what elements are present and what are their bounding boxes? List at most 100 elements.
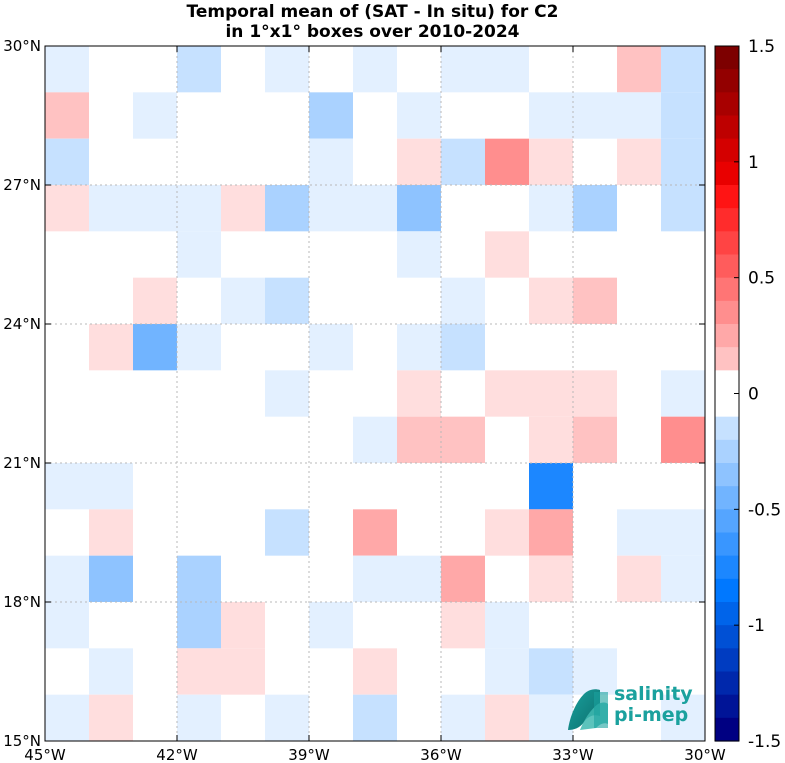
colorbar-segment [715,416,739,441]
heatmap-cell [441,277,485,324]
heatmap-cell [661,92,705,139]
heatmap-cell [397,370,441,417]
heatmap-cell [617,138,661,185]
heatmap-cell [397,185,441,232]
heatmap-cell [661,555,705,602]
heatmap-cell [177,185,221,232]
logo-text-pimep: pi-mep [614,704,689,726]
colorbar-segment [715,185,739,209]
heatmap-cell [353,648,397,695]
y-tick-label: 27°N [3,176,41,194]
heatmap-cell [353,416,397,463]
colorbar-tick-label: -1.5 [748,732,781,752]
heatmap-cell [661,138,705,185]
colorbar-segment [715,324,739,348]
heatmap-cell [133,185,177,232]
heatmap-cell [45,46,89,93]
heatmap-cell [177,324,221,371]
heatmap-cell [573,370,617,417]
heatmap-cell [529,463,573,510]
x-tick-label: 30°W [684,746,726,763]
x-tick-label: 39°W [288,746,330,763]
x-tick-label: 36°W [420,746,462,763]
colorbar-tick-label: 1.5 [748,37,775,57]
heatmap-cell [177,231,221,278]
heatmap-cell [45,92,89,139]
heatmap-cell [221,602,265,649]
heatmap-cell [661,509,705,556]
x-axis: 45°W 42°W 39°W 36°W 33°W 30°W [24,46,726,763]
heatmap-cell [353,509,397,556]
heatmap-cell [573,648,617,695]
y-tick-label: 24°N [3,315,41,333]
y-axis: 15°N 18°N 21°N 24°N 27°N 30°N [3,37,705,750]
heatmap-cell [265,277,309,324]
colorbar-segment [715,509,739,534]
colorbar-segment [715,671,739,696]
heatmap-cell [441,694,485,741]
heatmap-cell [89,324,133,371]
heatmap-cell [353,555,397,602]
heatmap-cells [45,46,705,741]
heatmap-cell [177,46,221,93]
colorbar-segment [715,486,739,510]
heatmap-cell [397,138,441,185]
heatmap-cell [661,694,705,741]
heatmap-cell [485,602,529,649]
heatmap-cell [45,185,89,232]
heatmap-cell [485,648,529,695]
heatmap-cell [89,185,133,232]
heatmap-cell [573,185,617,232]
heatmap-cell [529,138,573,185]
colorbar-segment [715,69,739,93]
colorbar-segment [715,555,739,580]
wave-icon [568,689,608,730]
grid-lines [45,46,705,741]
colorbar-tick-label: 0.5 [748,269,775,289]
heatmap-cell [617,92,661,139]
heatmap-cell [133,324,177,371]
colorbar-segment [715,439,739,464]
heatmap-cell [397,416,441,463]
colorbar-segment [715,347,739,371]
colorbar-segment [715,578,739,603]
colorbar-segment [715,115,739,140]
heatmap-cell [485,231,529,278]
heatmap-cell [353,694,397,741]
colorbar-segment [715,254,739,279]
heatmap-cell [661,46,705,93]
heatmap-cell [397,324,441,371]
plot-frame [44,45,706,742]
heatmap-cell [353,46,397,93]
heatmap-cell [133,92,177,139]
heatmap-cell [617,555,661,602]
heatmap-cell [573,416,617,463]
colorbar [714,45,740,742]
heatmap-cell [45,602,89,649]
heatmap-cell [661,370,705,417]
colorbar-segment [715,717,739,742]
heatmap-cell [89,694,133,741]
heatmap-cell [309,92,353,139]
colorbar-segment [715,532,739,557]
salinity-pimep-logo: salinity pi-mep [566,684,696,732]
heatmap-cell [661,185,705,232]
colorbar-segment [715,300,739,325]
heatmap-cell [309,324,353,371]
heatmap-cell [485,694,529,741]
colorbar-segment [715,370,739,395]
heatmap-cell [573,92,617,139]
colorbar-segment [715,46,739,70]
heatmap-cell [45,555,89,602]
heatmap-cell [265,370,309,417]
heatmap-cell [529,185,573,232]
heatmap-cell [133,277,177,324]
heatmap-cell [177,648,221,695]
heatmap-cell [265,694,309,741]
colorbar-segment [715,92,739,117]
heatmap-cell [177,555,221,602]
chart-title: Temporal mean of (SAT - In situ) for C2 [186,2,559,22]
heatmap-cell [441,602,485,649]
colorbar-segment [715,694,739,719]
